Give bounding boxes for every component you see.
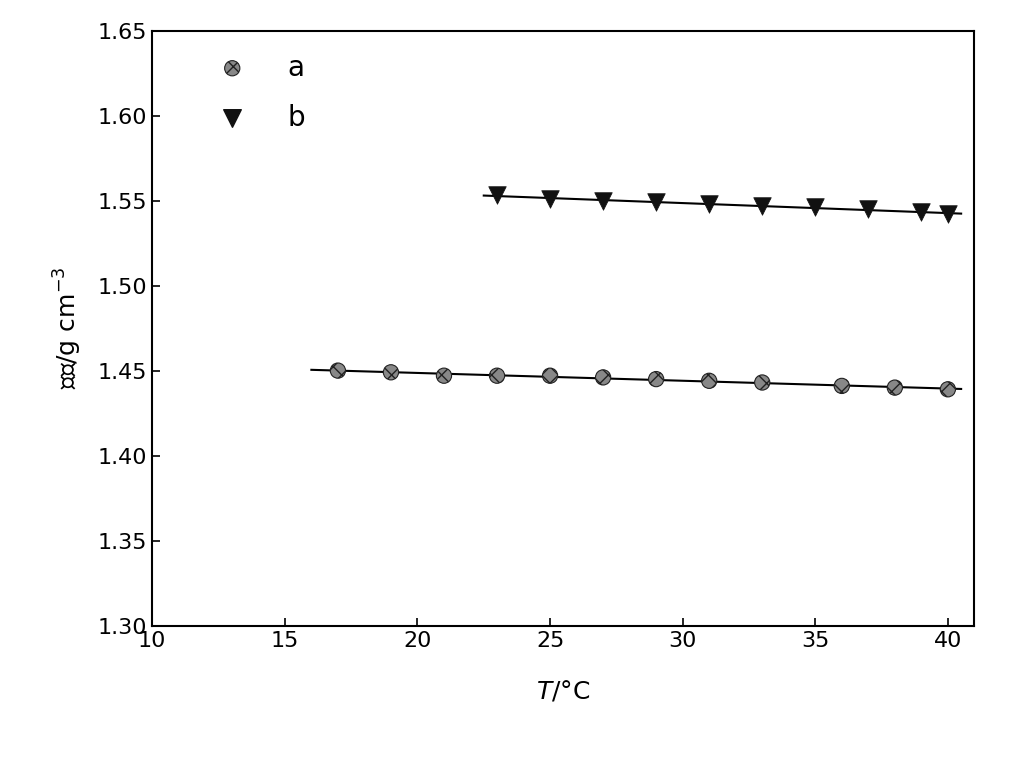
Point bbox=[754, 200, 770, 212]
Point bbox=[701, 198, 718, 210]
Point bbox=[833, 380, 850, 392]
Point bbox=[595, 195, 611, 207]
Point bbox=[542, 193, 558, 205]
Point bbox=[887, 382, 903, 394]
Point bbox=[648, 196, 664, 208]
Legend: a, b: a, b bbox=[193, 43, 317, 143]
Point bbox=[542, 369, 558, 382]
Point bbox=[383, 366, 399, 378]
Point bbox=[754, 376, 770, 388]
X-axis label: $T$/°C: $T$/°C bbox=[536, 678, 591, 703]
Point bbox=[435, 369, 452, 382]
Point bbox=[860, 203, 876, 215]
Point bbox=[701, 375, 718, 387]
Point bbox=[330, 365, 346, 377]
Point bbox=[489, 189, 505, 201]
Y-axis label: 密度/g cm$^{-3}$: 密度/g cm$^{-3}$ bbox=[52, 267, 84, 389]
Point bbox=[489, 369, 505, 382]
Point bbox=[940, 383, 956, 395]
Point bbox=[807, 201, 823, 214]
Point bbox=[940, 208, 956, 221]
Point bbox=[914, 206, 930, 218]
Point bbox=[595, 372, 611, 384]
Point bbox=[648, 373, 664, 385]
